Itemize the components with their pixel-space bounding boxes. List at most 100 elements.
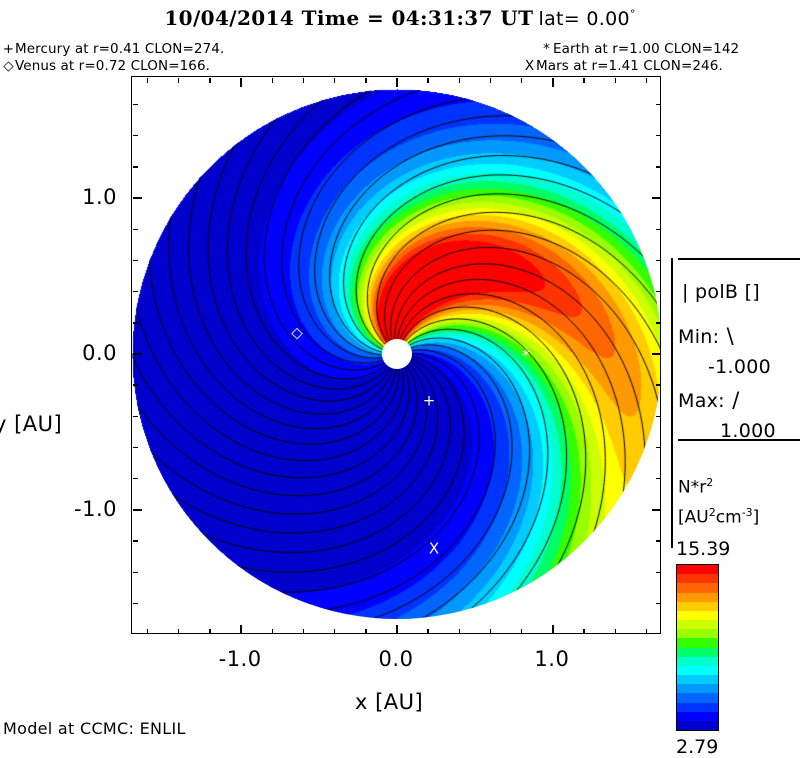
x-tick — [271, 78, 273, 83]
page-title: 10/04/2014 Time = 04:31:37 UT lat= 0.00° — [0, 6, 800, 30]
plot-frame: + ◇ * X — [131, 76, 661, 634]
y-tick — [656, 415, 660, 418]
x-tick — [333, 629, 336, 633]
units-suffix: ] — [752, 507, 760, 528]
units-exponent-2: -3 — [741, 506, 753, 519]
polb-max-label: Max: / — [678, 388, 747, 412]
x-tick — [614, 78, 616, 83]
planet-caption-mars: X Mars at r=1.41 CLON=246. — [523, 58, 723, 74]
x-tick — [178, 629, 180, 633]
colorbar-band-3 — [677, 592, 718, 602]
y-axis-title: y [AU] — [0, 412, 63, 436]
colorbar-band-0 — [677, 565, 718, 575]
x-tick — [240, 78, 242, 87]
y-tick — [656, 540, 660, 542]
units-prefix: [AU — [678, 507, 709, 528]
colorbar-band-1 — [677, 574, 718, 584]
y-tick — [133, 478, 138, 480]
colorbar-band-4 — [677, 601, 718, 611]
x-axis-title: x [AU] — [355, 690, 424, 714]
colorbar-quantity-label: N*r2 — [678, 476, 713, 498]
legend-top-rule — [678, 258, 800, 260]
y-tick — [656, 446, 660, 449]
y-tick — [133, 571, 138, 573]
planet-caption-mercury: +Mercury at r=0.41 CLON=274. — [2, 41, 224, 57]
polb-field-label: | polB [] — [682, 281, 760, 303]
colorbar-max-value: 15.39 — [676, 538, 731, 560]
x-tick — [645, 629, 648, 633]
x-tick — [209, 78, 211, 83]
y-tick — [656, 602, 660, 605]
model-credit: Model at CCMC: ENLIL — [3, 719, 186, 738]
y-tick — [133, 135, 138, 137]
y-tick — [656, 166, 660, 168]
planet-caption-earth-text: Earth at r=1.00 CLON=142 — [553, 41, 740, 57]
y-tick — [652, 353, 660, 355]
x-tick — [583, 629, 585, 633]
planet-caption-mars-text: Mars at r=1.41 CLON=246. — [536, 58, 723, 74]
polb-max-value: 1.000 — [720, 420, 776, 442]
y-tick — [652, 509, 660, 511]
polb-min-value: -1.000 — [708, 356, 772, 378]
y-tick — [652, 197, 660, 199]
y-tick-label: 0.0 — [82, 341, 117, 365]
colorbar-band-12 — [677, 675, 718, 685]
y-tick-label: 1.0 — [82, 185, 117, 210]
polb-min-text: Min: — [678, 326, 720, 348]
legend-panel: | polB [] Min: \ -1.000 Max:/ 1.000 N*r2 … — [670, 76, 800, 758]
title-datetime: 10/04/2014 Time = 04:31:37 UT — [164, 6, 534, 30]
y-tick — [133, 290, 138, 293]
backslash-icon: \ — [726, 324, 735, 348]
x-tick-label: 1.0 — [534, 647, 570, 671]
x-tick — [645, 78, 648, 83]
y-tick — [656, 478, 660, 480]
plot-area: + ◇ * X — [132, 77, 660, 633]
planet-marker-venus: ◇ — [291, 323, 303, 342]
x-tick — [302, 629, 305, 633]
y-tick — [133, 259, 138, 262]
x-tick — [302, 78, 305, 83]
x-tick — [614, 629, 616, 633]
x-tick — [333, 78, 336, 83]
planet-marker-mercury: + — [422, 391, 436, 410]
colorbar-band-2 — [677, 583, 718, 593]
asterisk-marker-icon: * — [543, 41, 550, 57]
colorbar-min-value: 2.79 — [676, 736, 719, 758]
y-tick-label: -1.0 — [74, 496, 117, 521]
y-tick — [133, 384, 138, 386]
colorbar-units-label: [AU2cm-3] — [678, 506, 759, 528]
plus-marker-icon: + — [2, 41, 15, 57]
y-tick — [133, 103, 138, 106]
colorbar-band-17 — [677, 720, 718, 731]
x-tick — [365, 78, 367, 83]
x-tick — [552, 625, 554, 633]
y-tick — [133, 166, 138, 168]
y-tick — [133, 602, 138, 605]
units-exponent-1: 2 — [708, 506, 716, 519]
y-tick — [656, 322, 660, 324]
title-latitude-text: lat= 0.00 — [538, 8, 630, 30]
y-tick — [133, 197, 142, 199]
colorbar-band-15 — [677, 702, 718, 712]
polb-min-label: Min: \ — [678, 324, 741, 348]
x-tick — [146, 629, 149, 633]
colorbar-band-11 — [677, 665, 718, 676]
planet-marker-mars: X — [428, 539, 440, 558]
y-tick — [656, 290, 660, 293]
legend-vertical-rule — [671, 258, 673, 548]
x-tick — [521, 629, 523, 633]
x-tick — [489, 78, 492, 83]
planet-marker-earth: * — [522, 346, 530, 365]
y-tick — [133, 540, 138, 542]
polb-field-name: polB [] — [695, 281, 761, 303]
colorbar-band-13 — [677, 684, 718, 694]
y-tick — [656, 103, 660, 106]
colorbar-band-8 — [677, 638, 718, 648]
colorbar-band-14 — [677, 693, 718, 703]
x-tick — [427, 78, 429, 83]
x-tick — [458, 629, 461, 633]
y-tick — [656, 571, 660, 573]
planet-caption-venus-text: Venus at r=0.72 CLON=166. — [15, 58, 211, 74]
x-tick — [521, 78, 523, 83]
units-middle: cm — [715, 507, 742, 528]
